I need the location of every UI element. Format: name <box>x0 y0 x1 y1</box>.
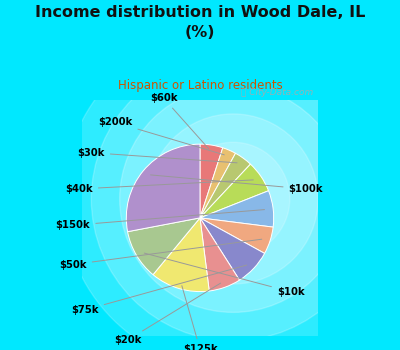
Text: $10k: $10k <box>144 253 304 297</box>
Circle shape <box>63 29 400 350</box>
Wedge shape <box>128 218 200 275</box>
Text: $60k: $60k <box>150 93 209 149</box>
Text: $40k: $40k <box>65 180 253 194</box>
Wedge shape <box>200 153 250 218</box>
Wedge shape <box>200 144 223 218</box>
Circle shape <box>91 57 375 341</box>
Wedge shape <box>200 218 240 291</box>
Text: $150k: $150k <box>56 210 264 230</box>
Text: $50k: $50k <box>59 239 262 270</box>
Wedge shape <box>200 218 273 253</box>
Wedge shape <box>200 164 268 218</box>
Circle shape <box>176 142 290 256</box>
Text: ⓘ City-Data.com: ⓘ City-Data.com <box>241 88 314 97</box>
Wedge shape <box>200 191 274 227</box>
Text: Hispanic or Latino residents: Hispanic or Latino residents <box>118 79 282 92</box>
Text: Income distribution in Wood Dale, IL
(%): Income distribution in Wood Dale, IL (%) <box>35 5 365 40</box>
Text: $200k: $200k <box>98 118 224 155</box>
Wedge shape <box>200 218 264 280</box>
Text: $100k: $100k <box>150 175 323 194</box>
Text: $30k: $30k <box>78 148 237 163</box>
Text: $125k: $125k <box>182 286 217 350</box>
Wedge shape <box>153 218 209 292</box>
Circle shape <box>205 170 262 228</box>
Circle shape <box>148 114 318 284</box>
Wedge shape <box>126 144 200 232</box>
Text: $20k: $20k <box>114 283 221 345</box>
Text: $75k: $75k <box>71 265 247 315</box>
Wedge shape <box>200 148 236 218</box>
Circle shape <box>120 85 346 312</box>
